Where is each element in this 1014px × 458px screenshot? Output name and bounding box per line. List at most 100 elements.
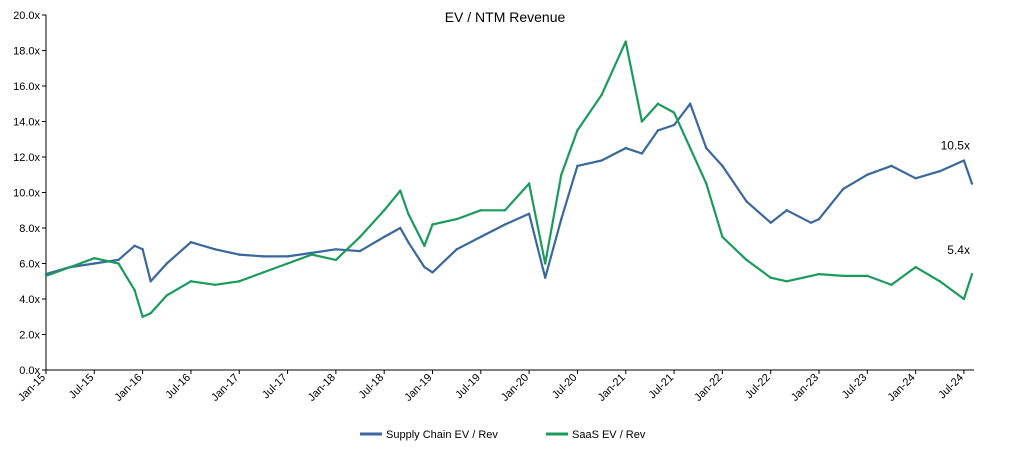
y-tick-label: 2.0x bbox=[19, 330, 40, 342]
data-point bbox=[238, 253, 241, 256]
data-point bbox=[262, 255, 265, 258]
data-point bbox=[890, 283, 893, 286]
data-point bbox=[423, 265, 426, 269]
data-point bbox=[841, 274, 845, 278]
data-point bbox=[479, 235, 483, 239]
y-tick-label: 14.0x bbox=[13, 117, 40, 129]
y-axis: 0.0x 2.0x 4.0x 6.0x 8.0x 10.0x 12.0x 14.0x 16.0x… bbox=[13, 10, 47, 377]
x-tick-label: Jul-18 bbox=[357, 372, 387, 402]
data-point bbox=[656, 102, 660, 105]
x-tick-label: Jan-19 bbox=[402, 372, 434, 404]
data-point bbox=[213, 283, 217, 286]
data-point bbox=[479, 209, 483, 212]
series-line-saas bbox=[45, 40, 974, 318]
x-tick-label: Jul-22 bbox=[743, 372, 773, 402]
chart-title: EV / NTM Revenue bbox=[445, 9, 566, 25]
data-point bbox=[785, 280, 788, 283]
data-point bbox=[769, 276, 772, 279]
data-point bbox=[238, 280, 241, 283]
data-point bbox=[817, 217, 821, 221]
data-point bbox=[133, 288, 136, 292]
data-point bbox=[407, 212, 410, 215]
data-point bbox=[962, 159, 966, 162]
data-point bbox=[286, 262, 289, 265]
data-point bbox=[431, 223, 434, 226]
series-layer bbox=[44, 40, 974, 318]
data-point bbox=[721, 235, 724, 239]
data-point bbox=[382, 235, 386, 239]
x-tick-label: Jan-17 bbox=[209, 372, 241, 404]
x-tick-label: Jul-15 bbox=[67, 372, 97, 402]
data-point bbox=[560, 173, 563, 176]
data-point bbox=[189, 280, 193, 283]
data-point bbox=[560, 217, 563, 221]
data-point bbox=[745, 258, 748, 262]
data-point bbox=[44, 274, 48, 278]
data-point bbox=[866, 173, 869, 176]
x-tick-label: Jul-20 bbox=[550, 372, 580, 402]
data-point bbox=[455, 248, 458, 251]
data-point bbox=[382, 209, 386, 212]
data-point bbox=[310, 251, 313, 255]
x-tick-label: Jan-22 bbox=[692, 372, 724, 404]
data-point bbox=[866, 274, 869, 278]
y-tick-label: 6.0x bbox=[19, 259, 40, 271]
data-point bbox=[769, 221, 772, 224]
y-tick-label: 12.0x bbox=[13, 152, 40, 164]
data-point bbox=[141, 248, 144, 251]
data-point bbox=[149, 312, 152, 315]
y-tick-label: 18.0x bbox=[13, 46, 40, 58]
data-point bbox=[165, 262, 168, 265]
data-point bbox=[890, 164, 893, 168]
data-point bbox=[423, 244, 426, 247]
data-point bbox=[68, 265, 72, 269]
data-point bbox=[624, 146, 627, 150]
x-tick-label: Jul-21 bbox=[647, 372, 677, 402]
data-point bbox=[705, 182, 708, 185]
data-point bbox=[399, 189, 402, 192]
y-tick-label: 20.0x bbox=[13, 10, 40, 22]
data-point bbox=[93, 262, 96, 265]
data-point bbox=[688, 146, 692, 150]
data-point bbox=[745, 200, 748, 203]
y-tick-label: 8.0x bbox=[19, 223, 40, 235]
data-point bbox=[576, 164, 579, 168]
y-tick-label: 16.0x bbox=[13, 81, 40, 93]
end-value-label: 10.5x bbox=[941, 139, 970, 153]
x-tick-label: Jul-24 bbox=[936, 372, 966, 402]
data-point bbox=[527, 182, 531, 185]
x-axis: Jan-15 Jul-15 Jan-16 Jul-16 Jan-17 Jul-17 Jan-… bbox=[16, 369, 974, 404]
y-tick-label: 10.0x bbox=[13, 188, 40, 200]
data-point bbox=[117, 258, 120, 262]
data-point bbox=[914, 177, 917, 180]
data-point bbox=[358, 249, 362, 253]
data-point bbox=[938, 280, 941, 283]
data-point bbox=[141, 315, 144, 318]
x-tick-label: Jan-23 bbox=[789, 372, 821, 404]
data-point bbox=[407, 241, 410, 244]
data-point bbox=[455, 217, 458, 221]
data-point bbox=[544, 276, 547, 279]
data-point bbox=[310, 253, 313, 256]
data-point bbox=[817, 272, 821, 276]
data-point bbox=[600, 159, 603, 162]
data-point bbox=[503, 209, 507, 212]
x-tick-label: Jan-21 bbox=[596, 372, 628, 404]
data-point bbox=[841, 187, 845, 191]
x-tick-label: Jan-16 bbox=[112, 372, 144, 404]
data-point bbox=[431, 271, 434, 274]
legend: Supply Chain EV / Rev SaaS EV / Rev bbox=[360, 429, 646, 441]
data-point bbox=[503, 223, 507, 226]
data-point bbox=[705, 146, 708, 150]
data-point bbox=[544, 262, 547, 265]
x-tick-label: Jan-18 bbox=[306, 372, 338, 404]
annotation-layer: 10.5x 5.4x bbox=[941, 139, 970, 258]
data-point bbox=[914, 265, 917, 269]
legend-label: Supply Chain EV / Rev bbox=[386, 429, 498, 441]
x-tick-label: Jul-23 bbox=[840, 372, 870, 402]
data-point bbox=[970, 272, 974, 276]
data-point bbox=[656, 129, 660, 132]
data-point bbox=[149, 280, 152, 283]
y-tick-label: 0.0x bbox=[19, 365, 40, 377]
